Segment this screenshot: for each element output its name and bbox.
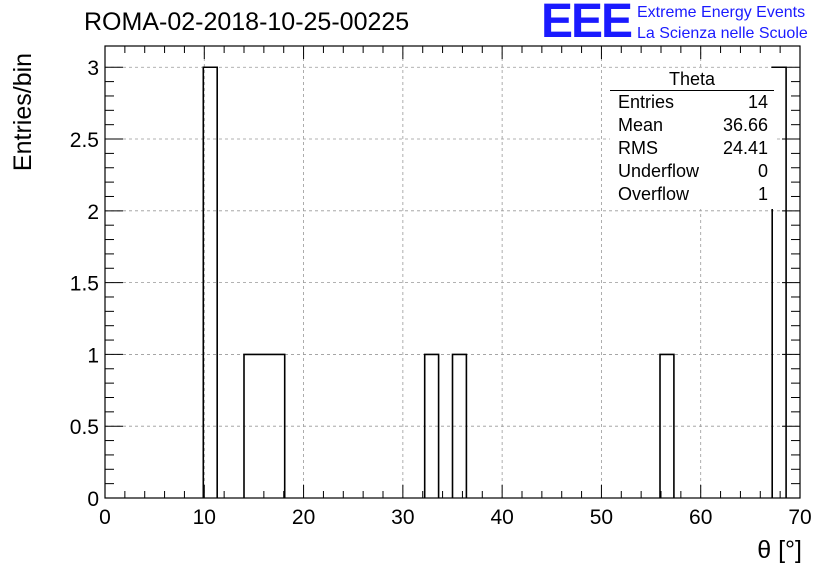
eee-logo: EEE: [541, 0, 633, 48]
stats-row-underflow: Underflow 0: [618, 161, 768, 184]
stats-label: Mean: [618, 115, 664, 135]
histogram-bin: [243, 353, 286, 498]
stats-row-rms: RMS 24.41: [618, 138, 768, 161]
y-tick-label: 0: [87, 488, 99, 511]
y-tick-label: 0.5: [70, 416, 99, 439]
stats-title: Theta: [668, 69, 716, 89]
y-tick-label: 2.5: [70, 129, 99, 152]
stats-divider: [610, 90, 774, 91]
x-tick-label: 40: [490, 506, 513, 529]
grid-lines: [105, 46, 800, 498]
axis-ticks: [104, 46, 801, 499]
stats-label: Overflow: [618, 184, 690, 204]
x-tick-label: 20: [292, 506, 315, 529]
stats-label: RMS: [618, 138, 658, 158]
stats-label: Entries: [618, 92, 675, 112]
histogram-bin: [202, 66, 218, 498]
stats-row-mean: Mean 36.66: [618, 115, 768, 138]
y-axis-title: Entries/bin: [9, 53, 37, 171]
stats-value: 1: [757, 184, 768, 204]
stats-value: 36.66: [722, 115, 768, 135]
stats-label: Underflow: [618, 161, 700, 181]
y-tick-label: 2: [87, 201, 99, 224]
x-tick-label: 60: [689, 506, 712, 529]
y-tick-label: 1: [87, 344, 99, 367]
stats-value: 24.41: [722, 138, 768, 158]
stats-value: 14: [747, 92, 768, 112]
y-tick-label: 1.5: [70, 273, 99, 296]
plot-frame: [104, 45, 801, 499]
x-tick-label: 50: [590, 506, 613, 529]
chart-title: ROMA-02-2018-10-25-00225: [84, 8, 410, 36]
stats-row-overflow: Overflow 1: [618, 184, 768, 207]
stats-row-entries: Entries 14: [618, 92, 768, 115]
y-tick-label: 3: [87, 57, 99, 80]
x-tick-label: 70: [788, 506, 811, 529]
stats-box: Theta Entries 14 Mean 36.66 RMS 24.41 Un…: [610, 68, 774, 209]
histogram-bin: [659, 353, 675, 498]
stats-value: 0: [757, 161, 768, 181]
x-tick-label: 0: [99, 506, 111, 529]
histogram-bin: [451, 353, 468, 498]
histogram-bin: [423, 353, 440, 498]
x-tick-label: 30: [391, 506, 414, 529]
logo-line-1: Extreme Energy Events: [637, 4, 806, 21]
logo-line-2: La Scienza nelle Scuole: [637, 25, 808, 42]
x-tick-label: 10: [193, 506, 216, 529]
x-axis-title: θ [°]: [757, 536, 802, 564]
